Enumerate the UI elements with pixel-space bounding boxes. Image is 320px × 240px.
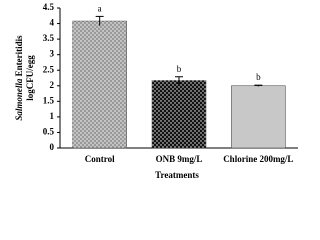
chart: Salmonella Enteritidis logCFU/egg Treatm… [14, 2, 298, 180]
y-tick-label: 3.5 [43, 33, 55, 43]
annotation: a [98, 3, 102, 13]
y-axis-label-part: Enteritidis [14, 35, 24, 76]
y-axis-label-part: Salmonella [14, 78, 24, 121]
annotation: b [256, 72, 261, 82]
x-axis-label: Treatments [155, 170, 199, 180]
y-tick-label: 4.5 [43, 2, 55, 12]
y-tick-label: 0 [50, 142, 55, 152]
y-tick-label: 3 [50, 49, 55, 59]
y-tick-label: 1.5 [43, 95, 55, 105]
y-axis-label: logCFU/egg [25, 55, 35, 101]
x-tick-label: Control [85, 154, 115, 164]
y-axis-label: Salmonella Enteritidis [14, 35, 24, 121]
y-tick-label: 2.5 [43, 64, 55, 74]
y-tick-label: 0.5 [43, 127, 55, 137]
bar-pattern [152, 80, 206, 148]
bar [231, 85, 286, 149]
x-tick-label: Chlorine 200mg/L [223, 154, 293, 164]
y-tick-label: 1 [50, 111, 55, 121]
x-tick-label: ONB 9mg/L [156, 154, 203, 164]
y-tick-label: 4 [50, 18, 55, 28]
y-tick-label: 2 [50, 80, 55, 90]
bar-pattern [72, 21, 127, 148]
annotation: b [177, 64, 182, 74]
